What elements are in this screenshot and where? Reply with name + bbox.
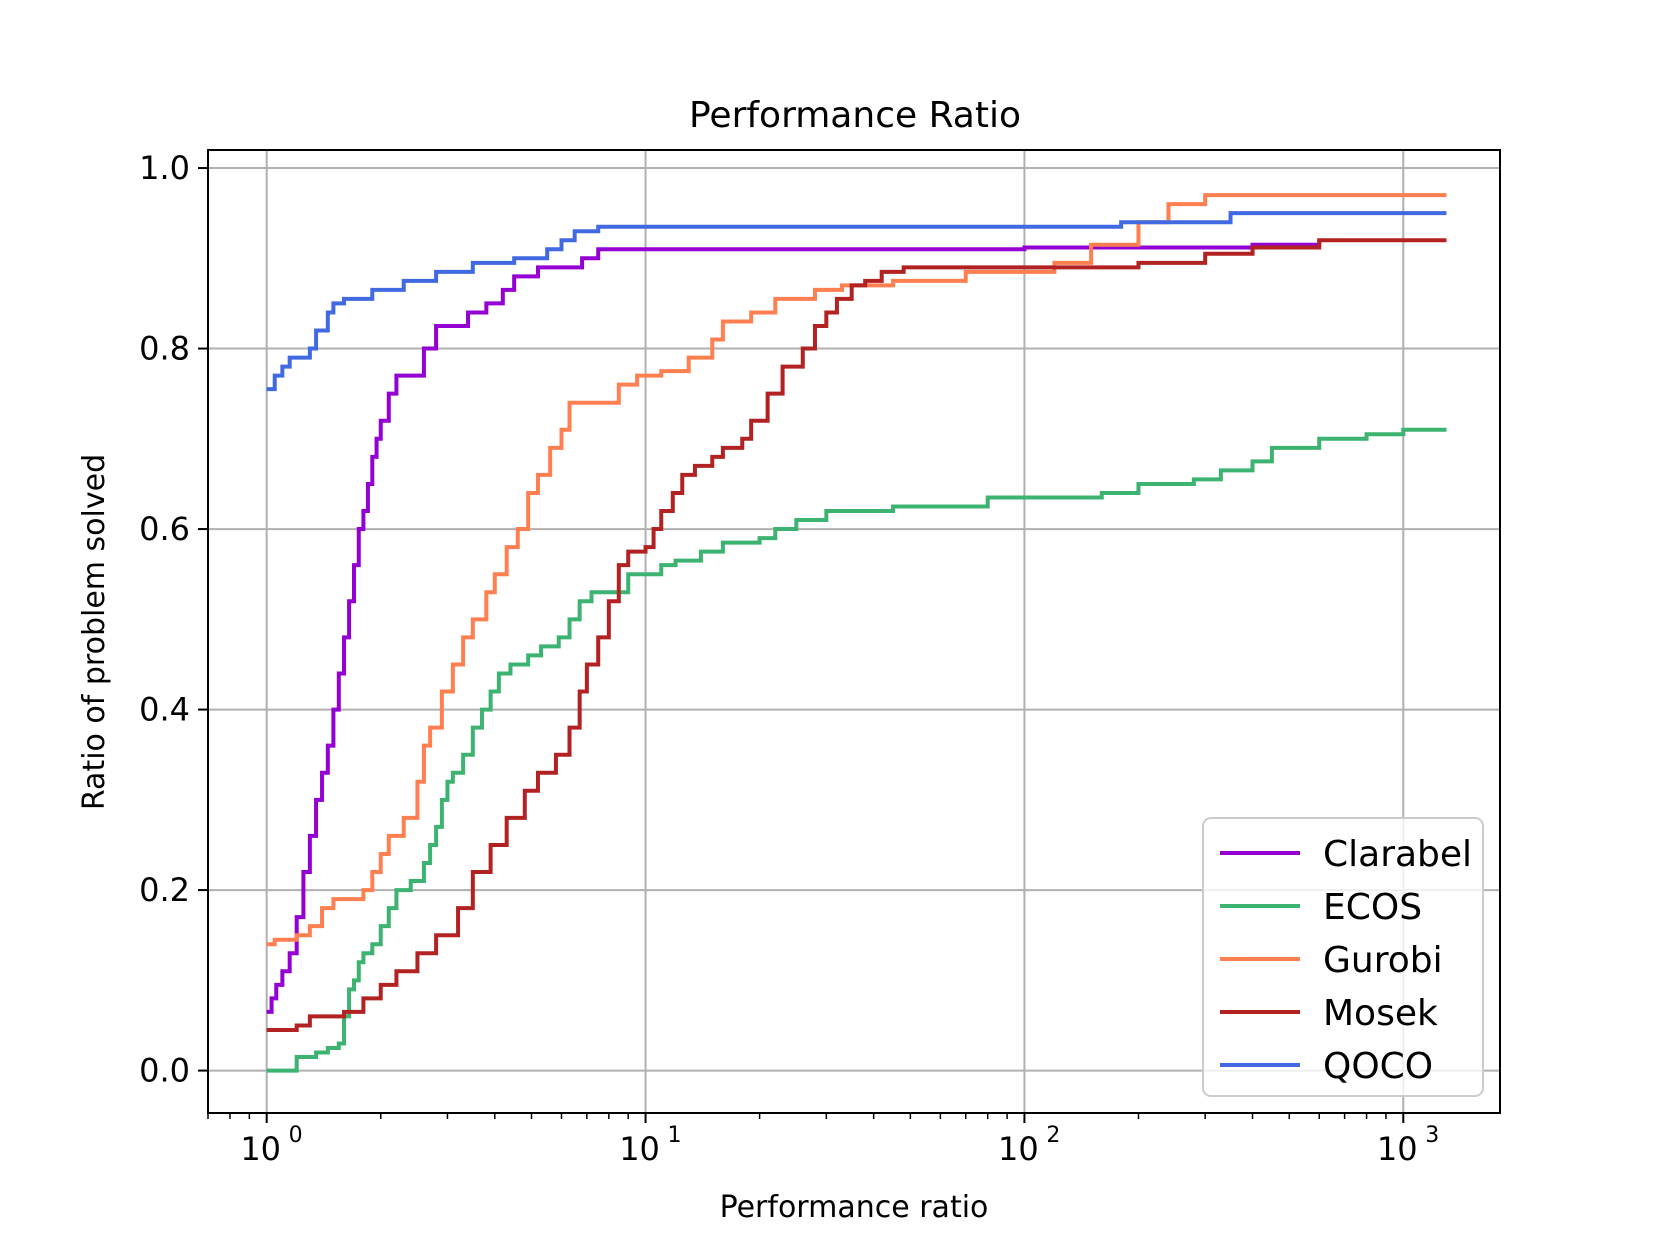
x-tick-label: 10 xyxy=(1377,1130,1418,1168)
legend-label-ecos: ECOS xyxy=(1323,887,1422,928)
y-axis-ticks: 0.0 0.2 0.4 0.6 0.8 1.0 xyxy=(139,149,208,1090)
series-line-ecos xyxy=(266,427,1447,1073)
y-tick-label: 0.8 xyxy=(139,330,190,368)
x-tick-exponent: 3 xyxy=(1425,1123,1439,1148)
x-tick-exponent: 2 xyxy=(1046,1123,1060,1148)
x-tick-label: 10 xyxy=(998,1130,1039,1168)
legend-box xyxy=(1202,817,1484,1097)
y-tick-label: 1.0 xyxy=(139,149,190,187)
series-line-mosek xyxy=(266,238,1447,1032)
legend-label-mosek: Mosek xyxy=(1323,993,1438,1034)
x-tick-label: 10 xyxy=(240,1130,281,1168)
y-tick-label: 0.2 xyxy=(139,871,190,909)
grid-lines xyxy=(208,150,1500,1113)
legend-label-qoco: QOCO xyxy=(1323,1046,1433,1087)
legend: Clarabel ECOS Gurobi Mosek QOCO xyxy=(1202,817,1484,1097)
y-tick-label: 0.6 xyxy=(139,510,190,548)
y-tick-label: 0.4 xyxy=(139,691,190,729)
x-tick-exponent: 1 xyxy=(668,1123,682,1148)
series-line-clarabel xyxy=(266,240,1322,1014)
legend-label-clarabel: Clarabel xyxy=(1323,834,1472,875)
x-axis-ticks: 10 0 10 1 10 2 10 3 xyxy=(207,1113,1439,1168)
x-axis-label: Performance ratio xyxy=(720,1190,989,1225)
chart-title: Performance Ratio xyxy=(689,95,1021,136)
y-tick-label: 0.0 xyxy=(139,1052,190,1090)
series-lines xyxy=(266,193,1447,1073)
series-line-qoco xyxy=(266,211,1447,392)
legend-label-gurobi: Gurobi xyxy=(1323,940,1443,981)
x-tick-exponent: 0 xyxy=(289,1123,303,1148)
y-axis-label: Ratio of problem solved xyxy=(77,454,112,810)
x-tick-label: 10 xyxy=(619,1130,660,1168)
plot-frame xyxy=(207,149,1501,1114)
